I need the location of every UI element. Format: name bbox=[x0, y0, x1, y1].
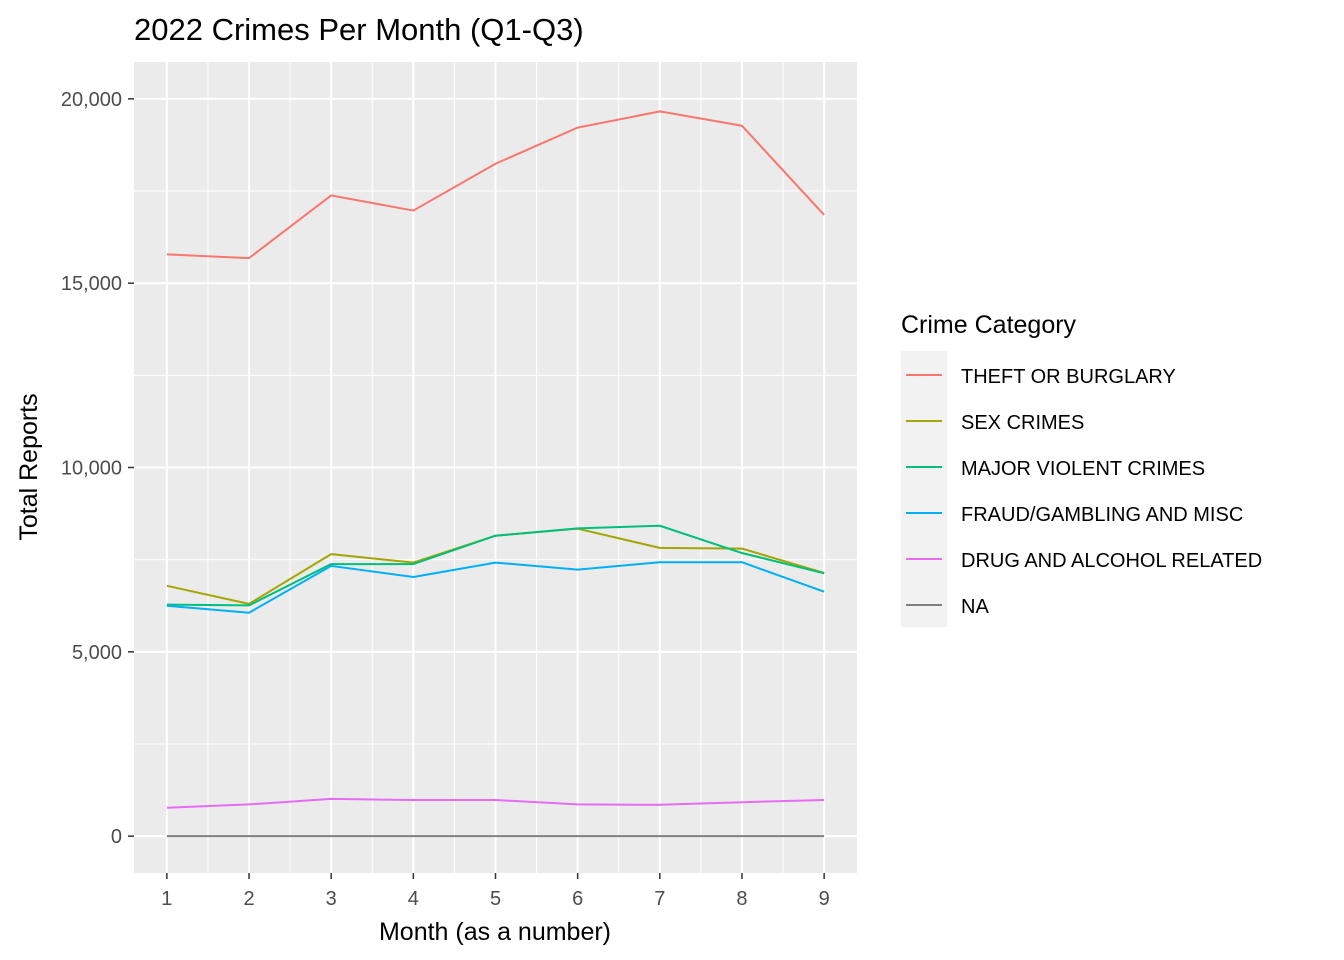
y-axis-title: Total Reports bbox=[15, 393, 43, 540]
legend-item: MAJOR VIOLENT CRIMES bbox=[906, 458, 1205, 480]
legend-item: NA bbox=[906, 596, 989, 618]
legend-label: DRUG AND ALCOHOL RELATED bbox=[961, 550, 1262, 572]
y-axis: 0 5,000 10,000 15,000 20,000 bbox=[61, 89, 134, 848]
series-line-fraud-gambling-and-misc bbox=[166, 561, 825, 614]
y-tick-label: 15,000 bbox=[61, 273, 122, 295]
legend-label: NA bbox=[961, 596, 989, 618]
x-tick-label: 1 bbox=[161, 888, 172, 910]
y-tick-label: 20,000 bbox=[61, 89, 122, 111]
legend-item: FRAUD/GAMBLING AND MISC bbox=[906, 504, 1243, 526]
legend-label: SEX CRIMES bbox=[961, 412, 1084, 434]
x-tick-label: 2 bbox=[243, 888, 254, 910]
major-gridlines bbox=[134, 62, 857, 873]
x-tick-label: 8 bbox=[736, 888, 747, 910]
legend: Crime Category THEFT OR BURGLARY SEX CRIM… bbox=[901, 311, 1262, 627]
x-tick-label: 5 bbox=[490, 888, 501, 910]
y-tick-label: 10,000 bbox=[61, 458, 122, 480]
series-line-drug-and-alcohol-related bbox=[166, 797, 825, 809]
x-tick-label: 6 bbox=[572, 888, 583, 910]
legend-item: SEX CRIMES bbox=[906, 412, 1084, 434]
legend-label: MAJOR VIOLENT CRIMES bbox=[961, 458, 1205, 480]
x-axis-title: Month (as a number) bbox=[379, 918, 611, 946]
legend-item: DRUG AND ALCOHOL RELATED bbox=[906, 550, 1262, 572]
series-line-major-violent-crimes bbox=[166, 524, 825, 607]
legend-label: THEFT OR BURGLARY bbox=[961, 366, 1176, 388]
legend-label: FRAUD/GAMBLING AND MISC bbox=[961, 504, 1243, 526]
legend-item: THEFT OR BURGLARY bbox=[906, 366, 1176, 388]
legend-title: Crime Category bbox=[901, 311, 1077, 339]
series-lines bbox=[166, 110, 825, 838]
series-line-theft-or-burglary bbox=[166, 110, 825, 260]
legend-key-background bbox=[901, 351, 947, 627]
x-tick-label: 9 bbox=[819, 888, 830, 910]
x-tick-label: 4 bbox=[408, 888, 419, 910]
x-axis: 1 2 3 4 5 6 7 8 9 bbox=[161, 873, 830, 910]
y-tick-label: 5,000 bbox=[72, 642, 122, 664]
chart-title: 2022 Crimes Per Month (Q1-Q3) bbox=[134, 12, 584, 47]
x-tick-label: 7 bbox=[654, 888, 665, 910]
y-tick-label: 0 bbox=[111, 826, 122, 848]
x-tick-label: 3 bbox=[326, 888, 337, 910]
